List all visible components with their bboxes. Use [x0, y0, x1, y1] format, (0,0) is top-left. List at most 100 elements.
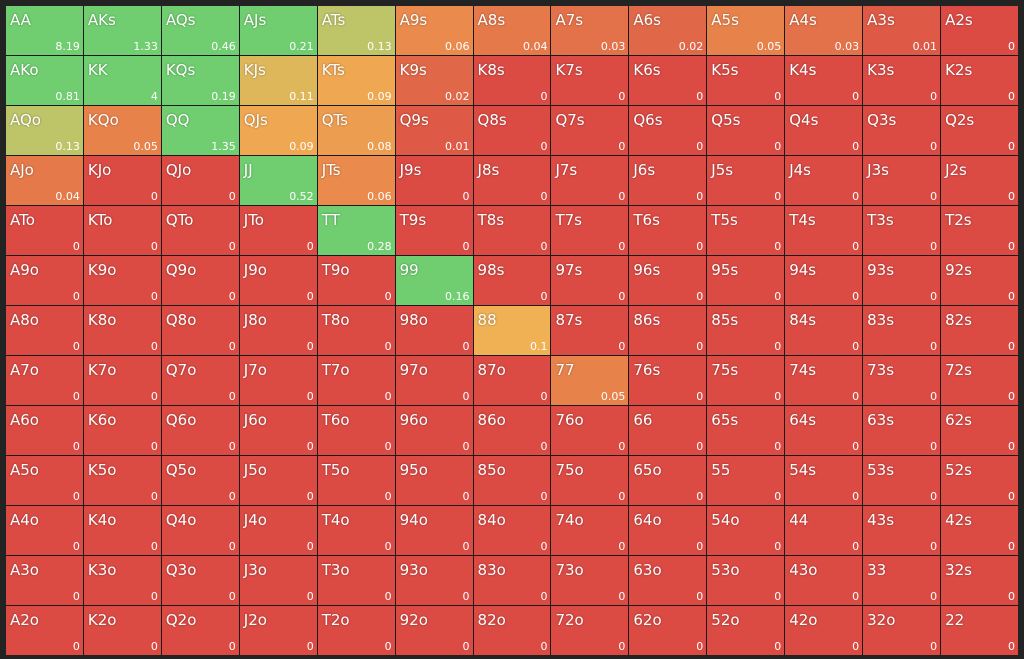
hand-cell[interactable]: 87s 0	[551, 306, 629, 355]
hand-cell[interactable]: 53o 0	[707, 556, 785, 605]
hand-cell[interactable]: KQo 0.05	[83, 106, 161, 155]
hand-cell[interactable]: T2s 0	[941, 206, 1018, 255]
hand-cell[interactable]: Q7s 0	[551, 106, 629, 155]
hand-cell[interactable]: 95s 0	[707, 256, 785, 305]
hand-cell[interactable]: A5s 0.05	[707, 6, 785, 55]
hand-cell[interactable]: 87o 0	[473, 356, 551, 405]
hand-cell[interactable]: K3o 0	[83, 556, 161, 605]
hand-cell[interactable]: 94s 0	[785, 256, 863, 305]
hand-cell[interactable]: 96s 0	[629, 256, 707, 305]
hand-cell[interactable]: T8s 0	[473, 206, 551, 255]
hand-cell[interactable]: J3s 0	[863, 156, 941, 205]
hand-cell[interactable]: 97o 0	[395, 356, 473, 405]
hand-cell[interactable]: J6s 0	[629, 156, 707, 205]
hand-cell[interactable]: 52o 0	[707, 606, 785, 655]
hand-cell[interactable]: 76s 0	[629, 356, 707, 405]
hand-cell[interactable]: 98s 0	[473, 256, 551, 305]
hand-cell[interactable]: K6s 0	[629, 56, 707, 105]
hand-cell[interactable]: 74o 0	[551, 506, 629, 555]
hand-cell[interactable]: J4o 0	[239, 506, 317, 555]
hand-cell[interactable]: T9s 0	[395, 206, 473, 255]
hand-cell[interactable]: 93o 0	[395, 556, 473, 605]
hand-cell[interactable]: Q5o 0	[161, 456, 239, 505]
hand-cell[interactable]: 54o 0	[707, 506, 785, 555]
hand-cell[interactable]: 43s 0	[863, 506, 941, 555]
hand-cell[interactable]: Q4s 0	[785, 106, 863, 155]
hand-cell[interactable]: A3s 0.01	[863, 6, 941, 55]
hand-cell[interactable]: KTs 0.09	[317, 56, 395, 105]
hand-cell[interactable]: 42o 0	[785, 606, 863, 655]
hand-cell[interactable]: 77 0.05	[551, 356, 629, 405]
hand-cell[interactable]: J2s 0	[941, 156, 1018, 205]
hand-cell[interactable]: 83o 0	[473, 556, 551, 605]
hand-cell[interactable]: T5s 0	[707, 206, 785, 255]
hand-cell[interactable]: K9s 0.02	[395, 56, 473, 105]
hand-cell[interactable]: 85s 0	[707, 306, 785, 355]
hand-cell[interactable]: 88 0.1	[473, 306, 551, 355]
hand-cell[interactable]: T8o 0	[317, 306, 395, 355]
hand-cell[interactable]: Q7o 0	[161, 356, 239, 405]
hand-cell[interactable]: K5s 0	[707, 56, 785, 105]
hand-cell[interactable]: K2o 0	[83, 606, 161, 655]
hand-cell[interactable]: 33 0	[863, 556, 941, 605]
hand-cell[interactable]: 65o 0	[629, 456, 707, 505]
hand-cell[interactable]: Q8o 0	[161, 306, 239, 355]
hand-cell[interactable]: T6o 0	[317, 406, 395, 455]
hand-cell[interactable]: AJs 0.21	[239, 6, 317, 55]
hand-cell[interactable]: 75o 0	[551, 456, 629, 505]
hand-cell[interactable]: K9o 0	[83, 256, 161, 305]
hand-cell[interactable]: Q9s 0.01	[395, 106, 473, 155]
hand-cell[interactable]: KJo 0	[83, 156, 161, 205]
hand-cell[interactable]: 82s 0	[941, 306, 1018, 355]
hand-cell[interactable]: 86s 0	[629, 306, 707, 355]
hand-cell[interactable]: 93s 0	[863, 256, 941, 305]
hand-cell[interactable]: J7o 0	[239, 356, 317, 405]
hand-cell[interactable]: K2s 0	[941, 56, 1018, 105]
hand-cell[interactable]: A6o 0	[6, 406, 83, 455]
hand-cell[interactable]: J2o 0	[239, 606, 317, 655]
hand-cell[interactable]: JTs 0.06	[317, 156, 395, 205]
hand-cell[interactable]: AQs 0.46	[161, 6, 239, 55]
hand-cell[interactable]: Q4o 0	[161, 506, 239, 555]
hand-cell[interactable]: J5s 0	[707, 156, 785, 205]
hand-cell[interactable]: 84o 0	[473, 506, 551, 555]
hand-cell[interactable]: A9o 0	[6, 256, 83, 305]
hand-cell[interactable]: T4o 0	[317, 506, 395, 555]
hand-cell[interactable]: Q3s 0	[863, 106, 941, 155]
hand-cell[interactable]: T7s 0	[551, 206, 629, 255]
hand-cell[interactable]: 73s 0	[863, 356, 941, 405]
hand-cell[interactable]: Q3o 0	[161, 556, 239, 605]
hand-cell[interactable]: 55 0	[707, 456, 785, 505]
hand-cell[interactable]: JTo 0	[239, 206, 317, 255]
hand-cell[interactable]: 22 0	[941, 606, 1018, 655]
hand-cell[interactable]: 64o 0	[629, 506, 707, 555]
hand-cell[interactable]: J3o 0	[239, 556, 317, 605]
hand-cell[interactable]: 64s 0	[785, 406, 863, 455]
hand-cell[interactable]: T5o 0	[317, 456, 395, 505]
hand-cell[interactable]: 32o 0	[863, 606, 941, 655]
hand-cell[interactable]: AA 8.19	[6, 6, 83, 55]
hand-cell[interactable]: 43o 0	[785, 556, 863, 605]
hand-cell[interactable]: 73o 0	[551, 556, 629, 605]
hand-cell[interactable]: K7o 0	[83, 356, 161, 405]
hand-cell[interactable]: KK 4	[83, 56, 161, 105]
hand-cell[interactable]: 83s 0	[863, 306, 941, 355]
hand-cell[interactable]: A4o 0	[6, 506, 83, 555]
hand-cell[interactable]: Q2o 0	[161, 606, 239, 655]
hand-cell[interactable]: A7o 0	[6, 356, 83, 405]
hand-cell[interactable]: 84s 0	[785, 306, 863, 355]
hand-cell[interactable]: 72o 0	[551, 606, 629, 655]
hand-cell[interactable]: T9o 0	[317, 256, 395, 305]
hand-cell[interactable]: 53s 0	[863, 456, 941, 505]
hand-cell[interactable]: 86o 0	[473, 406, 551, 455]
hand-cell[interactable]: A2s 0	[941, 6, 1018, 55]
hand-cell[interactable]: A6s 0.02	[629, 6, 707, 55]
hand-cell[interactable]: J6o 0	[239, 406, 317, 455]
hand-cell[interactable]: KQs 0.19	[161, 56, 239, 105]
hand-cell[interactable]: 92s 0	[941, 256, 1018, 305]
hand-cell[interactable]: 62s 0	[941, 406, 1018, 455]
hand-cell[interactable]: 76o 0	[551, 406, 629, 455]
hand-cell[interactable]: Q9o 0	[161, 256, 239, 305]
hand-cell[interactable]: 54s 0	[785, 456, 863, 505]
hand-cell[interactable]: 32s 0	[941, 556, 1018, 605]
